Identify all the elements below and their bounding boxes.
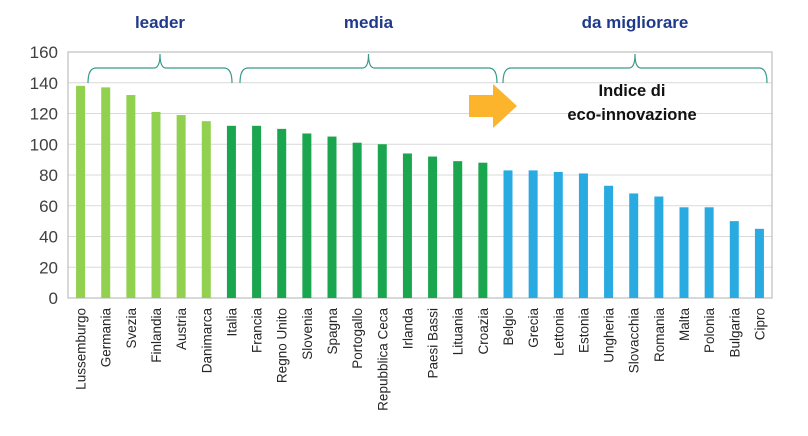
x-tick-label: Cipro (752, 308, 767, 340)
group-label: da migliorare (582, 13, 689, 32)
bar-polonia (704, 207, 714, 298)
bar-lituania (453, 161, 463, 298)
x-tick-label: Irlanda (400, 308, 415, 350)
group-brace (87, 53, 233, 84)
x-tick-label: Malta (677, 308, 692, 342)
x-tick-label: Austria (174, 308, 189, 351)
bar-austria (176, 115, 186, 298)
x-tick-label: Lettonia (551, 308, 566, 357)
bar-slovenia (302, 133, 312, 298)
group-brace (239, 53, 498, 84)
x-tick-label: Lituania (451, 308, 466, 356)
y-tick-label: 40 (39, 228, 58, 247)
x-tick-label: Spagna (325, 308, 340, 355)
group-label: leader (135, 13, 185, 32)
x-tick-label: Ungheria (602, 308, 617, 363)
bar-regno-unito (277, 128, 287, 298)
x-tick-label: Slovenia (300, 308, 315, 360)
x-tick-label: Grecia (526, 308, 541, 348)
y-tick-label: 160 (30, 43, 58, 62)
x-tick-label: Germania (99, 308, 114, 368)
x-tick-label: Romania (652, 308, 667, 363)
y-tick-label: 20 (39, 258, 58, 277)
bar-bulgaria (729, 221, 739, 298)
x-tick-label: Slovacchia (627, 308, 642, 374)
bar-estonia (578, 173, 588, 298)
bar-italia (226, 125, 236, 298)
bar-svezia (126, 95, 136, 298)
bar-belgio (503, 170, 513, 298)
x-tick-label: Belgio (501, 308, 516, 346)
bar-lettonia (553, 171, 563, 298)
x-tick-label: Portogallo (350, 308, 365, 369)
x-tick-label: Lussemburgo (74, 308, 89, 390)
x-tick-label: Svezia (124, 308, 139, 349)
x-tick-label: Paesi Bassi (426, 308, 441, 379)
x-tick-label: Bulgaria (727, 308, 742, 358)
bar-portogallo (352, 142, 362, 298)
plot-area-border (67, 51, 773, 299)
x-tick-label: Italia (224, 308, 239, 337)
bar-repubblica-ceca (377, 144, 387, 298)
bar-germania (101, 87, 111, 298)
bar-paesi-bassi (428, 156, 438, 298)
x-tick-label: Polonia (702, 308, 717, 354)
chart-title-line1: Indice di (599, 82, 666, 100)
bar-francia (252, 125, 262, 298)
x-tick-label: Repubblica Ceca (375, 308, 390, 411)
arrow-icon (469, 84, 517, 128)
y-tick-label: 60 (39, 197, 58, 216)
y-tick-label: 120 (30, 105, 58, 124)
x-tick-label: Finlandia (149, 308, 164, 363)
bar-spagna (327, 136, 337, 298)
bar-croazia (478, 162, 488, 298)
x-tick-label: Regno Unito (275, 308, 290, 383)
chart-title-line2: eco-innovazione (567, 106, 696, 124)
x-tick-label: Danimarca (199, 308, 214, 374)
bar-malta (679, 207, 689, 298)
bar-finlandia (151, 111, 161, 299)
y-tick-label: 140 (30, 74, 58, 93)
group-brace (502, 53, 768, 84)
x-tick-label: Francia (250, 308, 265, 354)
y-tick-label: 0 (49, 289, 58, 308)
x-tick-label: Croazia (476, 308, 491, 355)
bar-irlanda (402, 153, 412, 298)
group-label: media (344, 13, 394, 32)
y-tick-label: 80 (39, 166, 58, 185)
bar-grecia (528, 170, 538, 298)
bar-ungheria (604, 185, 614, 298)
bar-cipro (754, 228, 764, 298)
x-tick-label: Estonia (576, 308, 591, 354)
bar-slovacchia (629, 193, 639, 298)
bar-romania (654, 196, 664, 298)
bar-danimarca (201, 121, 211, 298)
y-tick-label: 100 (30, 135, 58, 154)
bar-lussemburgo (76, 85, 86, 298)
